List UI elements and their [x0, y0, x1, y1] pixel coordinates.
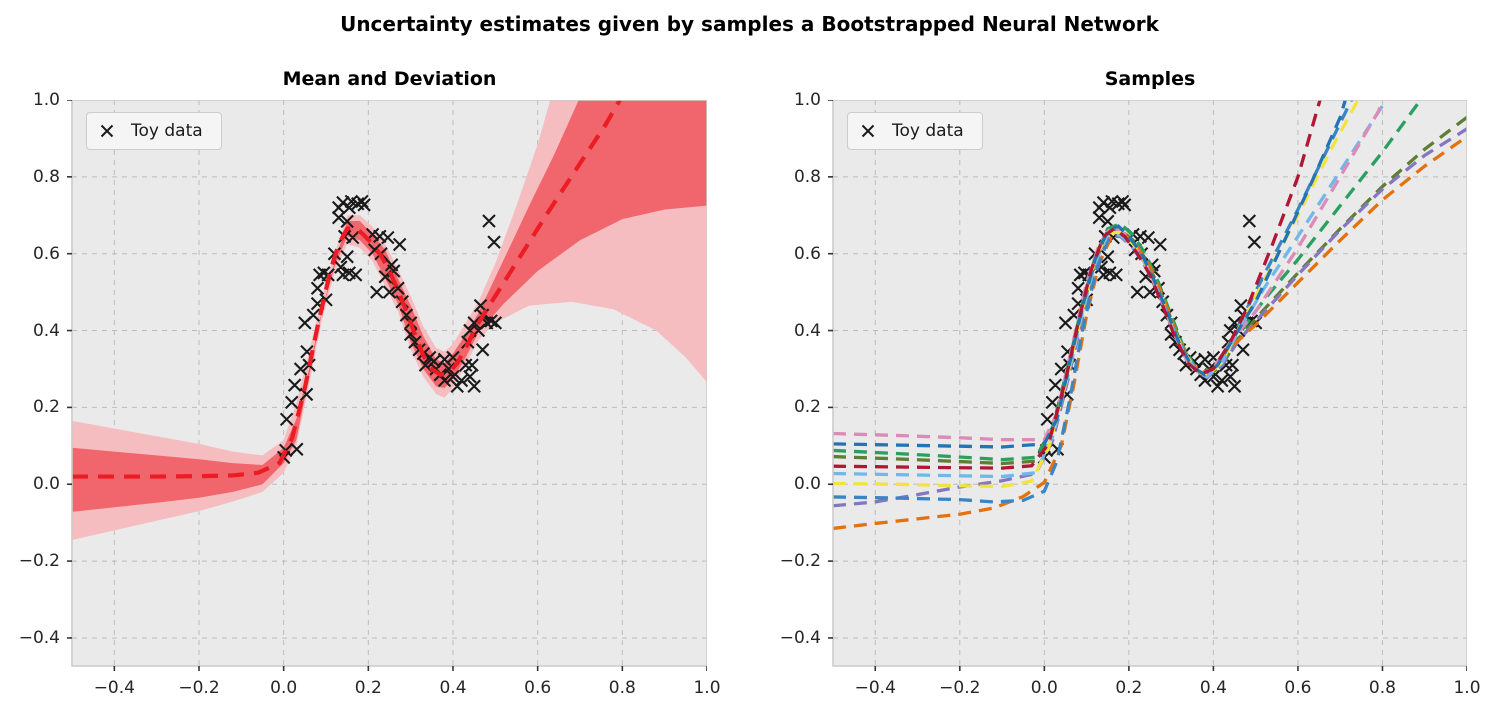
sample-steelblue-line	[833, 100, 1354, 504]
legend: Toy data	[847, 112, 983, 150]
x-tick-label: 0.2	[1115, 678, 1143, 698]
plot-title-samples: Samples	[1104, 68, 1196, 90]
y-tick-label: −0.2	[779, 551, 821, 572]
plot-title-mean-and-deviation: Mean and Deviation	[282, 68, 497, 90]
x-tick-label: 0.4	[439, 678, 467, 698]
x-tick-label: −0.2	[178, 678, 220, 698]
x-tick-label: 0.0	[1030, 678, 1058, 698]
y-tick-label: 1.0	[793, 90, 821, 110]
sample-yellow-line	[833, 100, 1360, 489]
legend: Toy data	[86, 112, 222, 150]
x-tick-label: 0.4	[1199, 678, 1227, 698]
legend-label: Toy data	[892, 121, 964, 141]
x-tick-label: 1.0	[1453, 678, 1481, 698]
figure-title: Uncertainty estimates given by samples a…	[340, 12, 1159, 36]
x-tick-label: 0.2	[354, 678, 382, 698]
y-tick-label: 0.2	[32, 397, 60, 418]
axes-background	[833, 100, 1467, 666]
x-marker-icon	[100, 124, 114, 138]
x-marker-icon	[861, 124, 875, 138]
y-tick-label: 1.0	[32, 90, 60, 110]
x-tick-label: −0.2	[939, 678, 981, 698]
axes-samples	[828, 100, 1467, 671]
y-tick-label: 0.0	[793, 474, 821, 495]
y-tick-label: 0.8	[793, 166, 821, 187]
legend-label: Toy data	[131, 121, 203, 141]
x-tick-label: −0.4	[854, 678, 896, 698]
sample-blue-line	[833, 100, 1347, 449]
x-tick-label: 0.0	[270, 678, 298, 698]
y-tick-label: −0.2	[18, 551, 60, 572]
y-tick-label: −0.4	[18, 627, 60, 648]
y-tick-label: 0.4	[32, 320, 60, 341]
y-tick-label: 0.6	[32, 243, 60, 264]
axes-border	[832, 100, 1467, 667]
x-tick-label: 0.6	[1284, 678, 1312, 698]
y-tick-label: 0.0	[32, 474, 60, 495]
x-tick-label: 0.6	[524, 678, 552, 698]
axes-mean-and-deviation	[67, 100, 707, 671]
x-tick-label: 0.8	[608, 678, 636, 698]
y-tick-label: −0.4	[779, 627, 821, 648]
y-tick-label: 0.2	[793, 397, 821, 418]
y-tick-label: 0.6	[793, 243, 821, 264]
x-tick-label: 0.8	[1368, 678, 1396, 698]
y-tick-label: 0.4	[793, 320, 821, 341]
y-tick-label: 0.8	[32, 166, 60, 187]
axes-border	[71, 100, 707, 667]
x-tick-label: 1.0	[693, 678, 721, 698]
sample-crimson-line	[833, 100, 1322, 470]
x-tick-label: −0.4	[93, 678, 135, 698]
inner-1sigma-band	[72, 100, 707, 512]
